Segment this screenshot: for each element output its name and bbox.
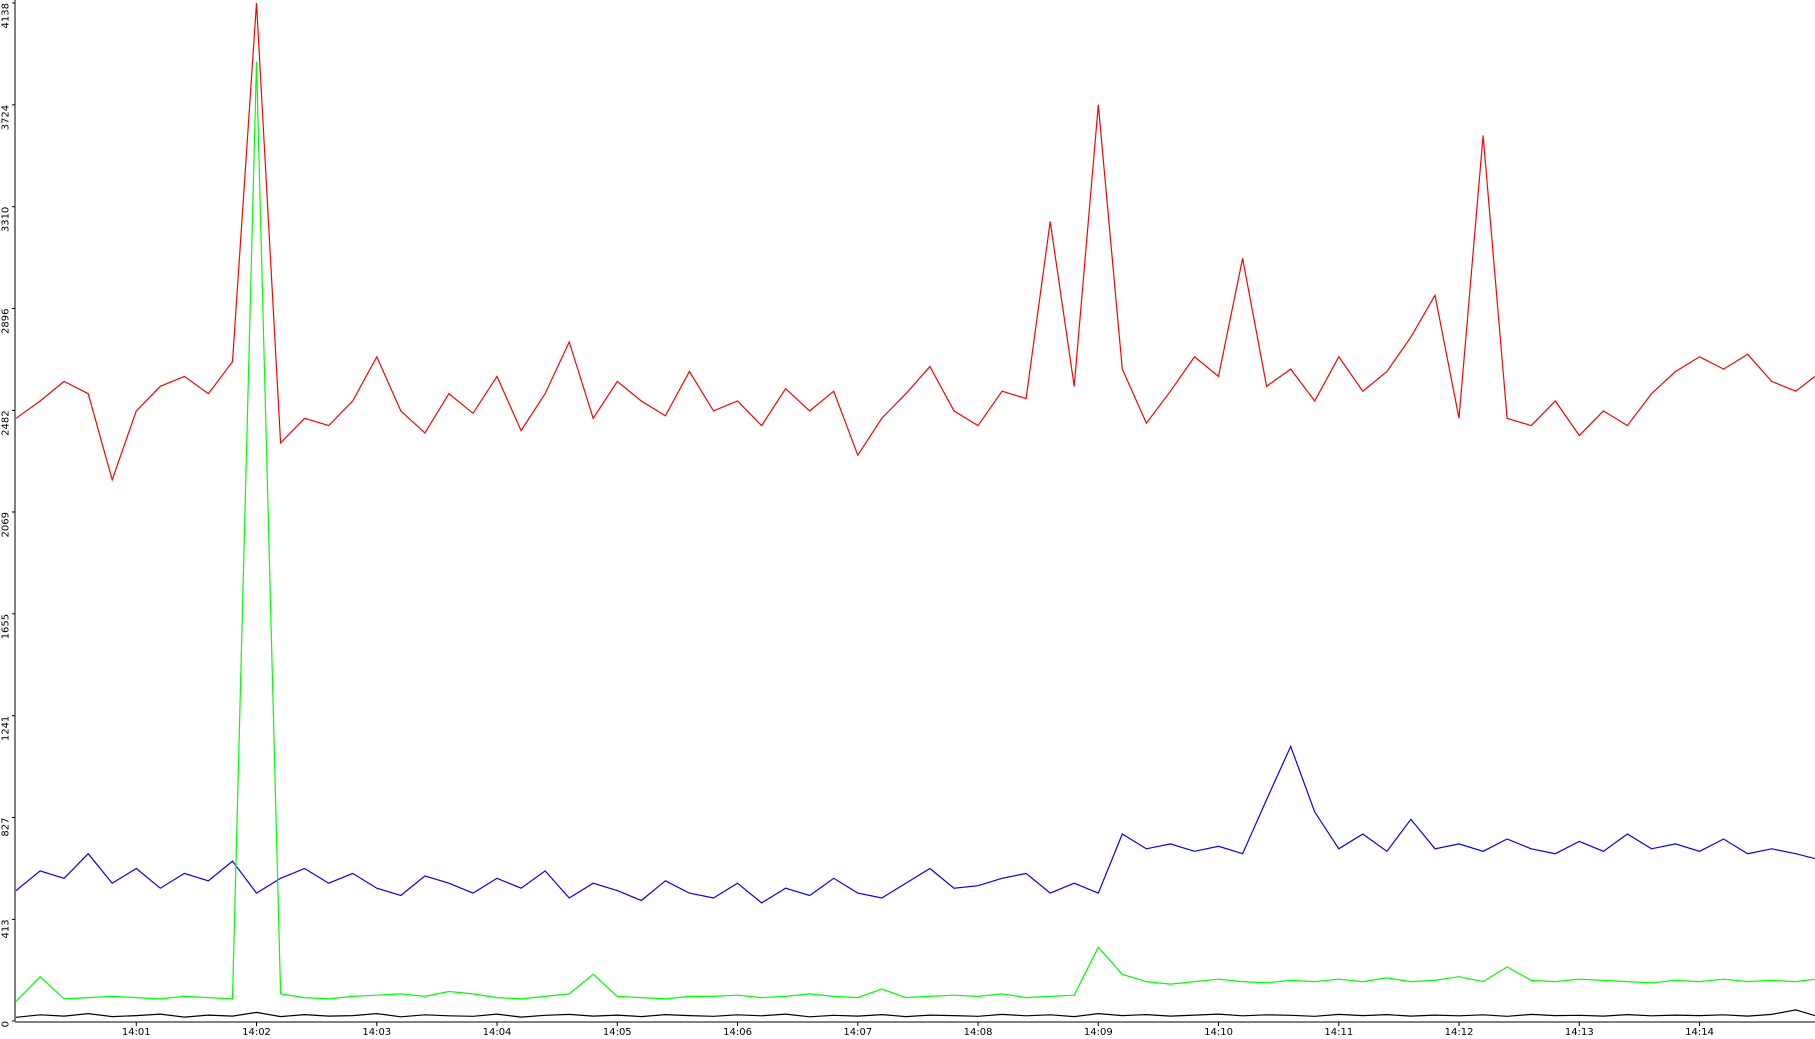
y-tick-label: 0 [0,1021,11,1027]
series-line [15,744,1815,904]
x-tick-label: 14:09 [1084,1027,1113,1038]
series-line [15,61,1815,1002]
y-tick-label: 827 [0,818,11,837]
x-tick-label: 14:03 [362,1027,391,1038]
x-tick-label: 14:05 [603,1027,632,1038]
y-tick-label: 1241 [0,716,11,741]
y-tick-label: 2482 [0,410,11,435]
x-tick-label: 14:13 [1565,1027,1594,1038]
y-tick-label: 2896 [0,309,11,334]
y-tick-label: 3724 [0,105,11,130]
y-tick-label: 2069 [0,512,11,537]
y-tick-label: 1655 [0,614,11,639]
y-tick-label: 413 [0,919,11,938]
x-tick-label: 14:01 [122,1027,151,1038]
x-tick-label: 14:08 [964,1027,993,1038]
x-tick-label: 14:02 [242,1027,271,1038]
x-tick-label: 14:04 [483,1027,512,1038]
x-tick-label: 14:10 [1204,1027,1233,1038]
series-line [15,2,1815,482]
x-tick-label: 14:12 [1445,1027,1474,1038]
y-tick-label: 3310 [0,207,11,232]
x-tick-label: 14:14 [1685,1027,1714,1038]
series-line [15,1009,1815,1018]
x-tick-label: 14:06 [723,1027,752,1038]
y-tick-label: 4138 [0,3,11,28]
x-tick-label: 14:11 [1324,1027,1353,1038]
x-tick-label: 14:07 [843,1027,872,1038]
